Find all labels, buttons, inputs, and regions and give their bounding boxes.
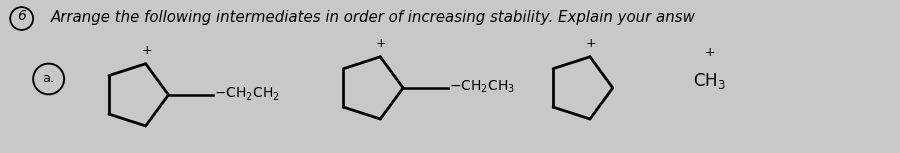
Text: Arrange the following intermediates in order of increasing stability. Explain yo: Arrange the following intermediates in o… — [50, 10, 696, 25]
Text: +: + — [586, 37, 597, 50]
Text: 6: 6 — [17, 9, 26, 22]
Text: +: + — [376, 37, 387, 50]
Text: +: + — [705, 46, 715, 59]
Text: +: + — [141, 44, 152, 57]
Text: $\mathregular{-CH_2\overset{}{C}H_2}$: $\mathregular{-CH_2\overset{}{C}H_2}$ — [214, 84, 280, 103]
Text: a.: a. — [42, 73, 55, 86]
Text: $\mathregular{CH_3}$: $\mathregular{CH_3}$ — [693, 71, 726, 91]
Text: $\mathregular{-CH_2CH_3}$: $\mathregular{-CH_2CH_3}$ — [449, 79, 515, 95]
